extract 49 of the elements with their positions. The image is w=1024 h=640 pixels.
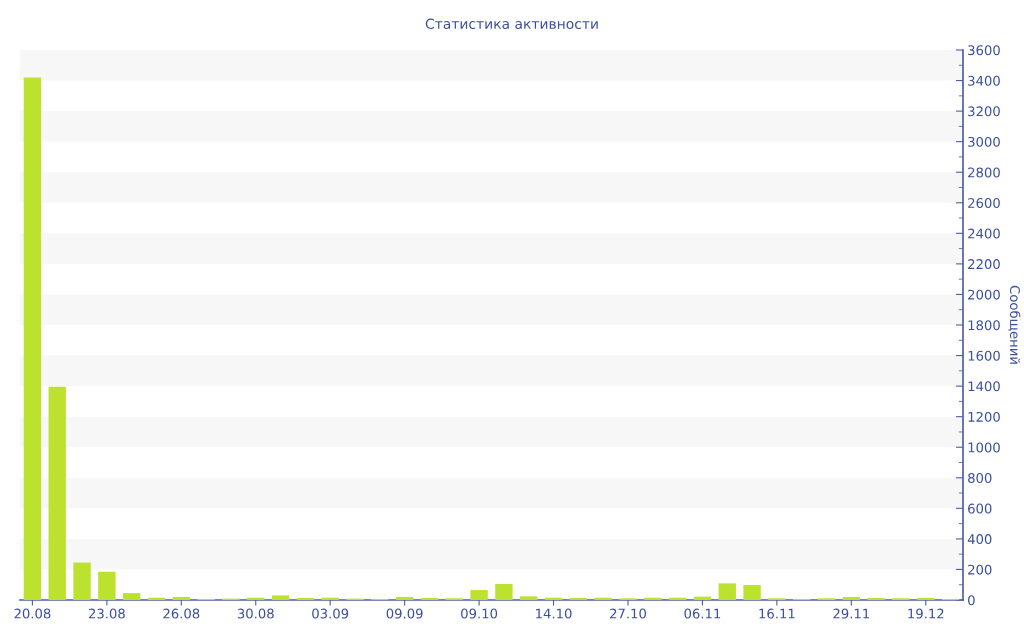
x-tick-label: 20.08: [14, 608, 51, 619]
bar: [470, 590, 488, 600]
bar: [98, 571, 116, 600]
x-tick-label: 29.11: [833, 608, 869, 619]
x-tick-label: 09.10: [461, 608, 498, 619]
y-tick-label: 1200: [968, 411, 1000, 422]
y-tick-label: 600: [968, 503, 992, 514]
x-tick-label: 19.12: [908, 608, 944, 619]
x-tick-label: 09.09: [386, 608, 423, 619]
bar: [594, 597, 612, 600]
bar: [743, 585, 761, 600]
bar: [271, 595, 290, 600]
y-tick-label: 800: [968, 473, 992, 483]
y-tick-label: 200: [968, 564, 992, 575]
x-tick-label: 27.10: [610, 608, 646, 619]
bar: [520, 596, 538, 600]
x-tick-label: 16.11: [759, 608, 795, 619]
x-tick-label: 14.10: [536, 608, 572, 619]
y-tick-label: 2400: [968, 228, 1000, 239]
bar: [172, 596, 190, 600]
y-tick-label: 1600: [968, 350, 1000, 361]
bar: [73, 562, 91, 600]
y-tick-label: 2000: [968, 289, 1000, 300]
y-tick-label: 0: [968, 595, 975, 606]
bar: [842, 596, 861, 600]
y-tick-label: 400: [967, 534, 992, 545]
y-tick-label: 1000: [968, 442, 1000, 453]
x-tick-label: 06.11: [684, 608, 721, 619]
bar: [23, 77, 42, 600]
bar: [395, 596, 414, 600]
y-tick-label: 1400: [968, 381, 1000, 392]
y-tick-label: 2600: [968, 198, 1000, 208]
bar: [48, 386, 66, 600]
y-tick-label: 2200: [968, 259, 1000, 270]
bar: [122, 593, 141, 600]
x-tick-label: 26.08: [163, 608, 200, 619]
y-tick-label: 1800: [968, 320, 1000, 331]
bar: [718, 583, 736, 600]
x-tick-label: 23.08: [88, 608, 125, 619]
chart-title: Статистика активности: [425, 18, 598, 30]
bar: [495, 583, 513, 600]
y-tick-label: 2800: [968, 167, 1000, 178]
y-tick-label: 3400: [968, 75, 1000, 86]
y-tick-label: 3000: [968, 136, 1000, 147]
y-tick-label: 3600: [968, 45, 1000, 56]
x-tick-label: 30.08: [237, 608, 274, 619]
y-tick-label: 3200: [968, 106, 1000, 117]
x-tick-label: 03.09: [312, 608, 349, 619]
y-axis-title: Сообщений: [1008, 285, 1021, 364]
